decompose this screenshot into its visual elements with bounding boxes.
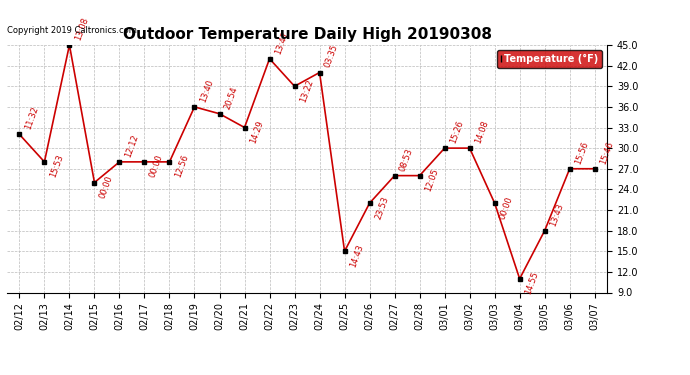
Text: 11:32: 11:32	[23, 105, 40, 131]
Title: Outdoor Temperature Daily High 20190308: Outdoor Temperature Daily High 20190308	[123, 27, 491, 42]
Text: 12:12: 12:12	[124, 133, 140, 158]
Text: 20:54: 20:54	[224, 85, 240, 110]
Text: 00:00: 00:00	[98, 174, 115, 200]
Text: 23:53: 23:53	[373, 195, 390, 220]
Text: 14:29: 14:29	[248, 119, 265, 145]
Legend: Temperature (°F): Temperature (°F)	[497, 50, 602, 68]
Text: 13:22: 13:22	[298, 78, 315, 104]
Text: 15:53: 15:53	[48, 153, 65, 179]
Text: 13:47: 13:47	[273, 30, 290, 56]
Text: 13:40: 13:40	[198, 78, 215, 104]
Text: 12:05: 12:05	[424, 167, 440, 193]
Text: 12:56: 12:56	[173, 153, 190, 179]
Text: 15:46: 15:46	[598, 140, 615, 165]
Text: 00:00: 00:00	[148, 154, 165, 179]
Text: 14:08: 14:08	[473, 119, 490, 145]
Text: 03:35: 03:35	[324, 44, 340, 69]
Text: 13:43: 13:43	[549, 201, 565, 227]
Text: 15:56: 15:56	[573, 140, 590, 165]
Text: 13:08: 13:08	[73, 16, 90, 42]
Text: 08:53: 08:53	[398, 147, 415, 172]
Text: 14:55: 14:55	[524, 270, 540, 296]
Text: 14:43: 14:43	[348, 243, 365, 268]
Text: 00:00: 00:00	[498, 195, 515, 220]
Text: Copyright 2019 Caltronics.com: Copyright 2019 Caltronics.com	[7, 26, 137, 35]
Text: 15:26: 15:26	[448, 119, 465, 145]
